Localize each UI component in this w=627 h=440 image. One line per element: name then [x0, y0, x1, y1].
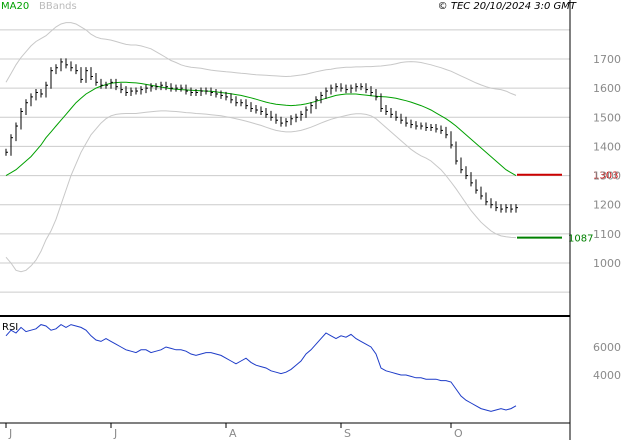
- ma20-line: [5, 81, 517, 177]
- ma20-polyline: [5, 81, 517, 177]
- price-bars: [5, 58, 518, 213]
- y-tick-label: 1400: [593, 140, 621, 153]
- bb-upper-line: [5, 22, 517, 96]
- y-tick-label: 1600: [593, 82, 621, 95]
- y-tick-label: 1700: [593, 53, 621, 66]
- bbands-lines: [5, 22, 517, 273]
- rsi-tick-label: 6000: [593, 341, 621, 354]
- y-tick-label: 1200: [593, 199, 621, 212]
- y-tick-label: 1300: [593, 170, 621, 183]
- y-tick-label: 1100: [593, 228, 621, 241]
- bb-lower-line: [5, 110, 517, 273]
- copyright-text: © TEC 20/10/2024 3:0 GMT: [438, 1, 577, 12]
- x-tick-label: J: [113, 427, 117, 440]
- rsi-line: [5, 323, 517, 412]
- price-levels: 1303 1087: [517, 171, 618, 245]
- resistance-label: 1303: [593, 171, 618, 182]
- rsi-tick-label: 4000: [593, 369, 621, 382]
- y-tick-label: 1000: [593, 257, 621, 270]
- rsi-title: RSI: [2, 322, 18, 333]
- rsi-panel: RSI 6000 4000: [2, 322, 621, 412]
- x-tick-label: O: [454, 427, 463, 440]
- legend-bbands: BBands: [39, 1, 77, 12]
- x-tick-label: A: [229, 427, 237, 440]
- support-label: 1087: [568, 234, 593, 245]
- x-tick-label: J: [8, 427, 12, 440]
- legend-ma20: MA20: [1, 1, 29, 12]
- y-tick-label: 1500: [593, 111, 621, 124]
- price-gridlines: [0, 29, 570, 293]
- x-tick-label: S: [344, 427, 351, 440]
